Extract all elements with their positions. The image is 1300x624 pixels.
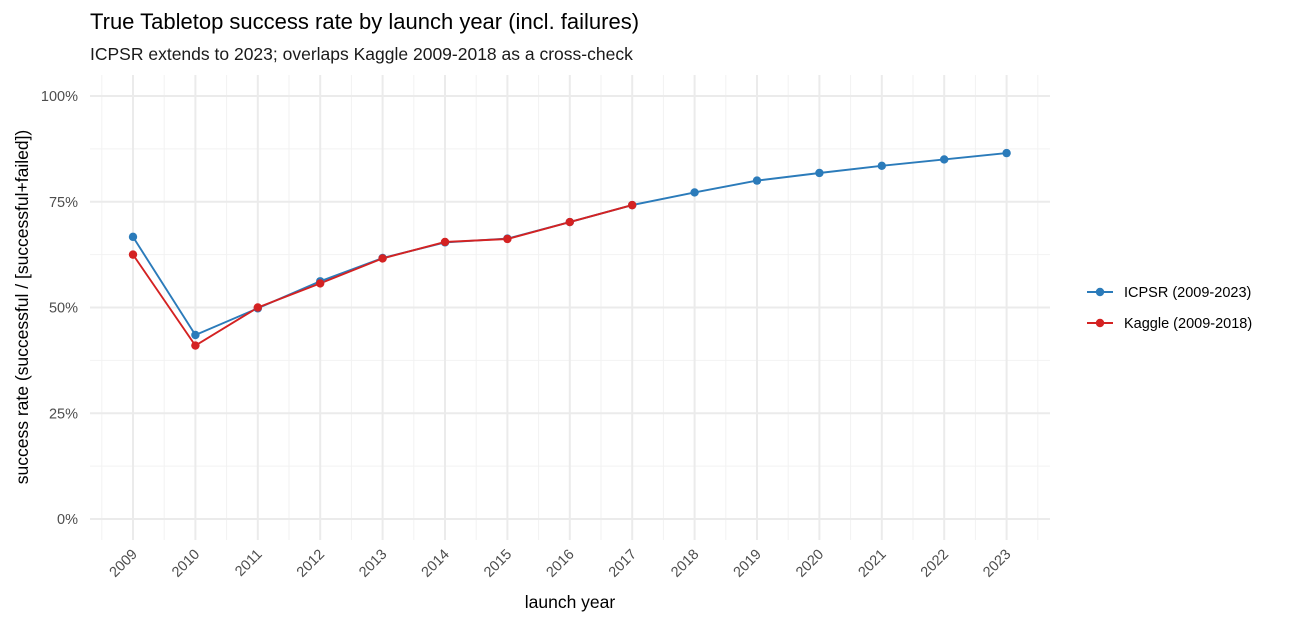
y-axis-title: success rate (successful / [successful+f… (12, 130, 32, 485)
x-tick-label: 2016 (543, 547, 577, 581)
legend: ICPSR (2009-2023) Kaggle (2009-2018) (1087, 285, 1252, 332)
y-tick-label: 25% (49, 406, 78, 422)
x-tick-label: 2018 (668, 547, 702, 581)
y-tick-label: 0% (57, 512, 78, 528)
data-point (128, 250, 138, 259)
x-axis-title: launch year (525, 592, 616, 612)
x-tick-label: 2012 (294, 547, 328, 581)
y-tick-label: 75% (49, 195, 78, 211)
x-tick-label: 2014 (419, 547, 453, 581)
x-tick-label: 2023 (980, 547, 1014, 581)
y-tick-label: 100% (41, 89, 78, 105)
data-point (690, 188, 699, 197)
chart-title: True Tabletop success rate by launch yea… (90, 9, 639, 34)
legend-marker (1095, 287, 1105, 297)
data-point (191, 330, 200, 340)
data-point (628, 200, 637, 210)
data-point (253, 303, 262, 312)
x-tick-label: 2009 (107, 547, 141, 581)
data-point (815, 168, 824, 178)
data-point (752, 176, 762, 185)
legend-label: ICPSR (2009-2023) (1124, 285, 1251, 301)
series-points (128, 148, 1011, 350)
y-axis-ticks: 0% 25% 50% 75% 100% (41, 89, 78, 528)
data-point (191, 341, 200, 350)
data-point (128, 232, 138, 242)
x-tick-label: 2019 (731, 547, 765, 581)
data-point (877, 161, 886, 170)
x-tick-label: 2020 (793, 547, 827, 581)
legend-label: Kaggle (2009-2018) (1124, 316, 1252, 332)
data-point (378, 254, 387, 263)
x-tick-label: 2010 (169, 547, 203, 581)
data-point (565, 217, 574, 227)
x-tick-label: 2015 (481, 547, 515, 581)
grid (90, 75, 1050, 540)
y-tick-label: 50% (49, 301, 78, 317)
data-point (940, 155, 949, 164)
chart-subtitle: ICPSR extends to 2023; overlaps Kaggle 2… (90, 44, 633, 64)
x-tick-label: 2011 (232, 547, 265, 580)
x-tick-label: 2021 (855, 547, 889, 581)
x-tick-label: 2017 (606, 547, 640, 581)
x-axis-ticks: 2009 2010 2011 2012 2013 2014 2015 2016 2017 2018… (107, 547, 1015, 581)
legend-marker (1095, 318, 1105, 328)
x-tick-label: 2013 (356, 547, 390, 581)
data-point (316, 279, 325, 288)
data-point (440, 237, 450, 247)
x-tick-label: 2022 (918, 547, 952, 581)
data-point (1002, 148, 1011, 158)
data-point (503, 234, 512, 244)
